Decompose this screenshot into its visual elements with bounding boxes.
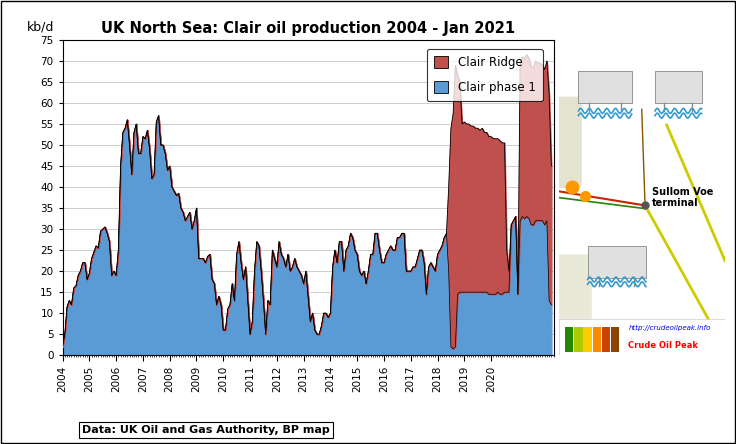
Legend: Clair Ridge, Clair phase 1: Clair Ridge, Clair phase 1 — [427, 49, 542, 101]
Bar — [559, 319, 725, 355]
Text: Clair: Clair — [601, 295, 632, 308]
Text: Clair Ridge: Clair Ridge — [606, 122, 678, 135]
FancyBboxPatch shape — [555, 97, 582, 188]
FancyBboxPatch shape — [555, 254, 592, 330]
Bar — [574, 327, 583, 352]
Text: Data: UK Oil and Gas Authority, BP map: Data: UK Oil and Gas Authority, BP map — [82, 425, 330, 435]
Text: http://crudeoilpeak.info: http://crudeoilpeak.info — [629, 325, 711, 332]
Text: Crude Oil Peak: Crude Oil Peak — [629, 341, 698, 350]
Bar — [565, 327, 573, 352]
Bar — [611, 327, 619, 352]
Bar — [655, 71, 701, 103]
Y-axis label: kb/d: kb/d — [26, 21, 54, 34]
Bar — [587, 246, 646, 278]
Bar — [578, 71, 631, 103]
Bar — [592, 327, 601, 352]
Bar — [584, 327, 592, 352]
Title: UK North Sea: Clair oil production 2004 - Jan 2021: UK North Sea: Clair oil production 2004 … — [101, 21, 515, 36]
Bar — [602, 327, 610, 352]
Text: Sullom Voe
terminal: Sullom Voe terminal — [651, 187, 713, 208]
